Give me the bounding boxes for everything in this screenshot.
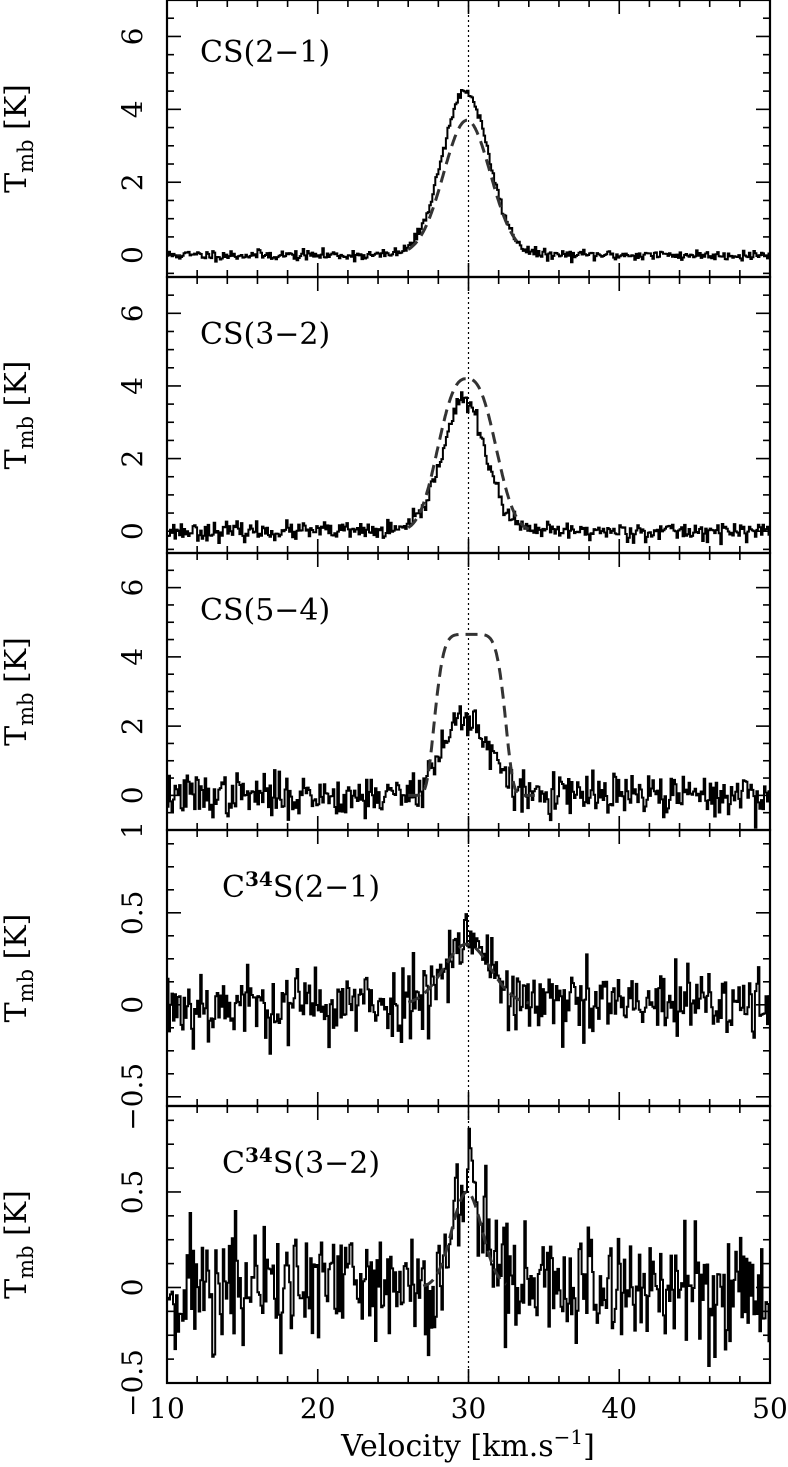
y-axis-label-unit: [K]	[0, 1190, 34, 1245]
y-tick-label: 2	[116, 450, 149, 468]
panel-frame	[165, 1104, 772, 1385]
spectrum-panel: 0 2 4 6 1 Tmb [K] CS(5−4)	[0, 551, 772, 839]
panel-label-suffix: S(3−2)	[273, 1146, 380, 1181]
panel-label-sup: 34	[245, 1143, 273, 1167]
y-axis-label-sub: mb	[14, 139, 38, 172]
observed-spectrum	[167, 391, 770, 546]
x-tick-label: 10	[149, 1392, 185, 1425]
model-spectrum	[422, 1190, 507, 1288]
observed-spectrum	[167, 89, 770, 264]
y-axis-label: Tmb [K]	[0, 361, 38, 470]
y-tick-label: 0	[116, 246, 149, 264]
y-axis-label-unit: [K]	[0, 361, 34, 416]
panel-label-prefix: CS(3−2)	[200, 317, 330, 352]
observed-spectrum	[167, 705, 770, 829]
y-tick-label: 4	[116, 100, 149, 118]
y-axis-label: Tmb [K]	[0, 637, 38, 746]
y-tick-label: 4	[116, 648, 149, 666]
y-tick-label: 0.5	[116, 1170, 149, 1215]
model-spectrum	[407, 942, 530, 1005]
y-tick-label: 6	[116, 304, 149, 322]
panel-label-prefix: C	[222, 870, 245, 905]
y-tick-label: 0	[116, 522, 149, 540]
y-tick-label: 2	[116, 717, 149, 735]
y-axis-label-main: T	[0, 726, 34, 746]
spectrum-panel: 0 2 4 6 Tmb [K] CS(3−2)	[0, 275, 772, 555]
spectrum-panel: 0 2 4 6 Tmb [K] CS(2−1)	[0, 0, 772, 279]
y-axis-label: Tmb [K]	[0, 84, 38, 193]
y-axis-label-main: T	[0, 1002, 34, 1022]
panel-label-prefix: CS(5−4)	[200, 593, 330, 628]
x-tick-label: 30	[451, 1392, 487, 1425]
spectrum-panel: −0.5 0 0.5 Tmb [K] C34S(3−2)	[0, 1104, 772, 1417]
x-axis-label-close: ]	[583, 1429, 595, 1464]
panel-label: C34S(3−2)	[222, 1143, 380, 1181]
y-tick-label: 6	[116, 28, 149, 46]
x-axis-label-main: Velocity [km.s	[340, 1429, 554, 1464]
y-axis-label-sub: mb	[14, 969, 38, 1002]
y-tick-label: −0.5	[116, 1063, 149, 1131]
y-axis-label-main: T	[0, 449, 34, 469]
panel-label: C34S(2−1)	[222, 867, 380, 905]
y-axis-label-main: T	[0, 1279, 34, 1299]
x-axis-label-exp: −1	[554, 1425, 583, 1449]
y-axis-label-sub: mb	[14, 692, 38, 725]
panel-label-prefix: C	[222, 1146, 245, 1181]
x-tick-label: 20	[300, 1392, 336, 1425]
spectrum-panel: −0.5 0 0.5 Tmb [K] C34S(2−1)	[0, 828, 772, 1131]
y-tick-label: 0	[116, 1279, 149, 1297]
panel-label-prefix: CS(2−1)	[200, 35, 330, 70]
y-axis-label-unit: [K]	[0, 637, 34, 692]
y-tick-label: 0	[116, 996, 149, 1014]
y-tick-label: −0.5	[116, 1349, 149, 1417]
model-spectrum	[407, 118, 523, 251]
panel-label: CS(3−2)	[200, 317, 330, 352]
y-axis-label-sub: mb	[14, 1245, 38, 1278]
observed-spectrum	[167, 1127, 770, 1367]
panel-label: CS(2−1)	[200, 35, 330, 70]
panel-label: CS(5−4)	[200, 593, 330, 628]
x-tick-label: 40	[601, 1392, 637, 1425]
y-tick-label: 4	[116, 377, 149, 395]
x-tick-label: 50	[752, 1392, 788, 1425]
y-axis-label: Tmb [K]	[0, 914, 38, 1023]
y-axis-label-unit: [K]	[0, 914, 34, 969]
y-tick-label: 2	[116, 173, 149, 191]
panel-label-suffix: S(2−1)	[273, 870, 380, 905]
y-tick-label: 0.5	[116, 891, 149, 936]
y-axis-label-main: T	[0, 173, 34, 193]
panel-label-sup: 34	[245, 867, 273, 891]
y-axis-label-unit: [K]	[0, 84, 34, 139]
y-tick-label: 1	[116, 821, 149, 839]
y-axis-label-sub: mb	[14, 416, 38, 449]
y-axis-label: Tmb [K]	[0, 1190, 38, 1299]
model-spectrum	[407, 377, 530, 531]
y-tick-label: 6	[116, 579, 149, 597]
model-spectrum	[408, 632, 537, 797]
y-tick-label: 0	[116, 786, 149, 804]
x-axis-label: Velocity [km.s−1]	[340, 1425, 595, 1464]
